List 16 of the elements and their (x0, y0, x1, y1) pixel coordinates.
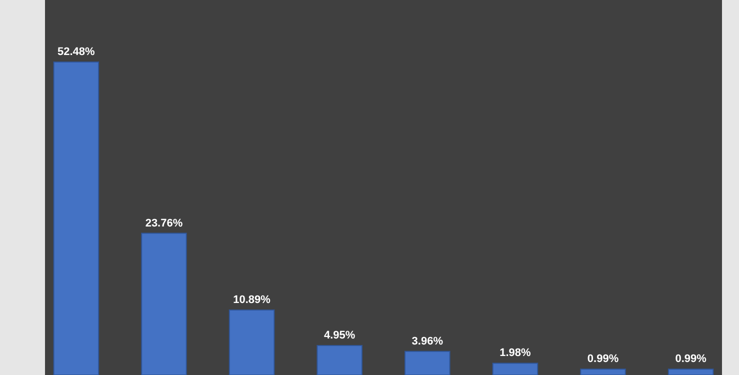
bar (492, 362, 538, 375)
data-label: 10.89% (233, 294, 271, 306)
bar (316, 344, 362, 375)
bar (228, 310, 275, 375)
data-label: 1.98% (500, 347, 532, 360)
bar (580, 368, 626, 375)
data-label: 0.99% (587, 353, 619, 366)
data-label: 3.96% (412, 335, 444, 348)
bar (404, 350, 450, 375)
data-label: 4.95% (324, 329, 356, 342)
bar (53, 62, 100, 375)
bar (668, 368, 714, 375)
data-label: 0.99% (675, 353, 707, 366)
data-label: 52.48% (58, 46, 96, 58)
data-label: 23.76% (145, 217, 183, 230)
bar (141, 232, 187, 375)
